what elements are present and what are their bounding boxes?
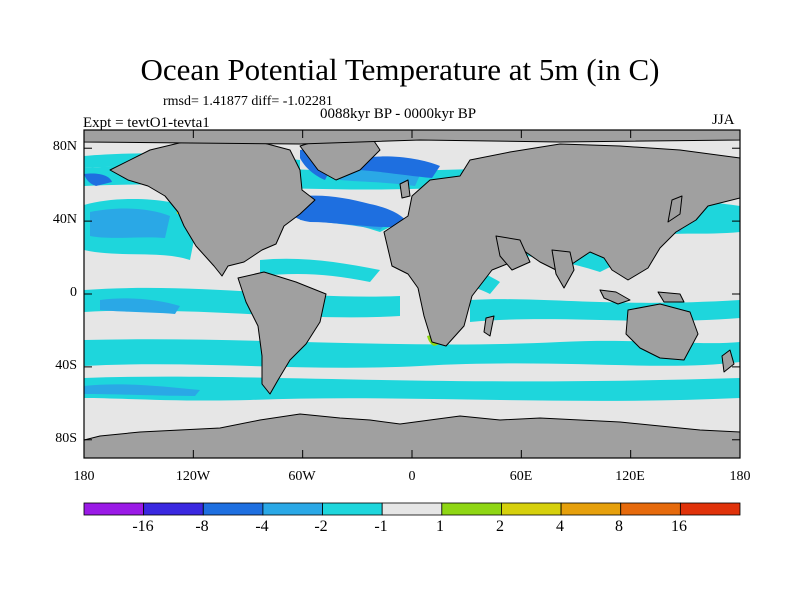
lon-label-180w: 180 [73,469,95,484]
colorbar-swatch [83,502,145,516]
colorbar-swatch [322,502,383,516]
colorbar-swatch [679,502,741,516]
land-new-zealand [721,349,735,373]
colorbar-label: 8 [615,518,623,535]
colorbar-swatch [620,502,681,516]
lat-label-80n: 80N [52,139,77,154]
colorbar-swatch [381,502,443,516]
colorbar [83,502,741,516]
colorbar-swatch [441,502,502,516]
lon-label-180e: 180 [729,469,751,484]
colorbar-swatch [202,502,264,516]
lat-label-40s: 40S [55,358,77,373]
colorbar-swatch [560,502,622,516]
colorbar-swatch [143,502,204,516]
lon-label-0: 0 [408,469,416,484]
colorbar-label: -4 [255,518,269,535]
land-japan [667,195,683,223]
colorbar-label: -16 [132,518,154,535]
colorbar-label: 1 [436,518,444,535]
lat-label-80s: 80S [55,431,77,446]
lon-label-60e: 60E [509,469,533,484]
land-masses [84,130,740,458]
colorbar-swatch [501,502,562,516]
lon-label-120e: 120E [615,469,645,484]
land-antarctica [84,413,740,458]
lat-label-40n: 40N [52,212,77,227]
map-panel [84,130,740,458]
colorbar-label: -1 [374,518,388,535]
map-ticks [83,130,741,458]
lon-label-120w: 120W [175,469,211,484]
colorbar-swatch [262,502,323,516]
colorbar-label: 2 [496,518,504,535]
land-eurasia-africa [383,143,740,347]
colorbar-label: -2 [314,518,328,535]
land-uk [399,179,411,199]
map-title: Ocean Potential Temperature at 5m (in C) [140,52,660,87]
colorbar-label: -8 [195,518,209,535]
land-north-america [109,137,316,277]
period-label: 0088kyr BP - 0000kyr BP [320,106,477,122]
lat-label-equator: 0 [70,285,77,300]
land-indonesia [599,289,631,305]
season-label: JJA [712,112,735,128]
land-madagascar [483,315,495,337]
rmsd-diff-label: rmsd= 1.41877 diff= -1.02281 [163,94,333,109]
colorbar-label: 4 [556,518,564,535]
land-india [551,249,575,289]
lon-label-60w: 60W [288,469,316,484]
land-new-guinea [657,291,685,303]
experiment-label: Expt = tevtO1-tevta1 [83,115,210,131]
land-australia [625,303,699,361]
land-arabia [495,235,531,271]
land-south-america [237,271,327,395]
colorbar-label: 16 [671,518,687,535]
